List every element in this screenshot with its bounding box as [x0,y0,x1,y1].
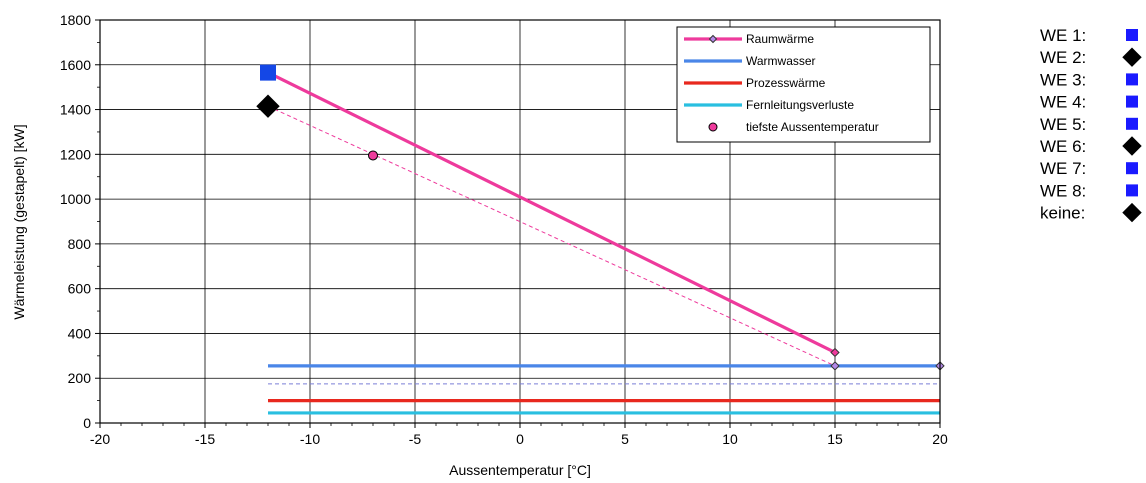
we-entry: WE 7: [1040,159,1138,178]
dashed-line [267,105,836,367]
y-tick-label: 1600 [60,57,91,73]
y-tick-labels: 0 200 400 600 800 1000 1200 1400 1600 1800 [60,12,91,431]
x-tick-labels: -20 -15 -10 -5 0 5 10 15 20 [90,431,948,447]
legend-entry: Fernleitungsverluste [684,98,854,112]
y-tick-label: 400 [68,325,92,341]
we-square-icon [1126,162,1138,175]
x-axis-title: Aussentemperatur [°C] [449,462,591,478]
we-square-marker [260,64,276,81]
x-tick-label: 20 [932,431,948,447]
legend-label: Raumwärme [746,32,814,46]
data-markers [256,64,945,371]
plot-frame [99,19,941,424]
legend-entry: tiefste Aussentemperatur [708,120,879,134]
legend-label: tiefste Aussentemperatur [746,120,879,134]
legend-label: Fernleitungsverluste [746,98,854,112]
x-tick-label: 10 [722,431,738,447]
we-label: WE 6: [1040,137,1086,156]
x-tick-label: -10 [300,431,320,447]
we-label: WE 4: [1040,93,1086,112]
we-label: WE 5: [1040,115,1086,134]
y-tick-label: 0 [83,415,91,431]
chart-legend: Raumwärme Warmwasser Prozesswärme Fernleitu… [676,26,931,143]
we-legend: WE 1: WE 2: WE 3: WE 4: WE 5: WE 6: WE 7: WE 8:… [1040,26,1142,223]
x-tick-label: 0 [516,431,524,447]
we-diamond-marker [256,94,280,118]
x-tick-label: -15 [195,431,215,447]
we-diamond-icon [1122,47,1142,67]
we-diamond-icon [1122,136,1142,156]
y-tick-label: 600 [68,281,92,297]
we-entry: WE 8: [1040,181,1138,200]
y-tick-label: 200 [68,370,92,386]
series-lines [267,71,940,415]
we-label: WE 8: [1040,181,1086,200]
x-tick-label: -20 [90,431,110,447]
we-square-icon [1126,95,1138,108]
we-label: WE 3: [1040,70,1086,89]
we-entry: WE 2: [1040,47,1142,67]
we-entry: WE 3: [1040,70,1138,89]
x-tick-label: 15 [827,431,843,447]
legend-entry: Warmwasser [684,54,816,68]
x-tick-label: -5 [409,431,422,447]
we-entry: WE 5: [1040,115,1138,134]
y-tick-label: 1200 [60,146,91,162]
we-entry: keine: [1040,202,1142,223]
y-tick-label: 800 [68,236,92,252]
y-tick-label: 1000 [60,191,91,207]
we-entry: WE 6: [1040,136,1142,156]
legend-label: Warmwasser [746,54,816,68]
raumwaerme-end-marker [830,347,840,358]
we-label: WE 1: [1040,26,1086,45]
legend-diamond-marker [708,34,718,44]
we-square-icon [1126,29,1138,41]
series-line-raumwärme [267,71,836,354]
we-label: WE 2: [1040,48,1086,67]
we-square-icon [1126,184,1138,197]
legend-entry: Prozesswärme [684,76,826,90]
we-entry: WE 4: [1040,93,1138,112]
dashed-lines [267,105,940,385]
we-diamond-icon [1122,202,1142,223]
lowest-temperature-point [368,150,378,161]
legend-entry: Raumwärme [684,32,814,46]
legend-label: Prozesswärme [746,76,826,90]
we-square-icon [1126,73,1138,86]
y-tick-label: 1800 [60,12,91,28]
we-label: WE 7: [1040,159,1086,178]
small-diamond-marker [830,361,840,371]
we-label: keine: [1040,204,1085,223]
we-square-icon [1126,117,1138,130]
y-axis-title: Wärmeleistung (gestapelt) [kW] [11,124,27,319]
we-entry: WE 1: [1040,26,1138,45]
y-tick-label: 1400 [60,102,91,118]
x-tick-label: 5 [621,431,629,447]
legend-circle-marker [708,122,718,132]
